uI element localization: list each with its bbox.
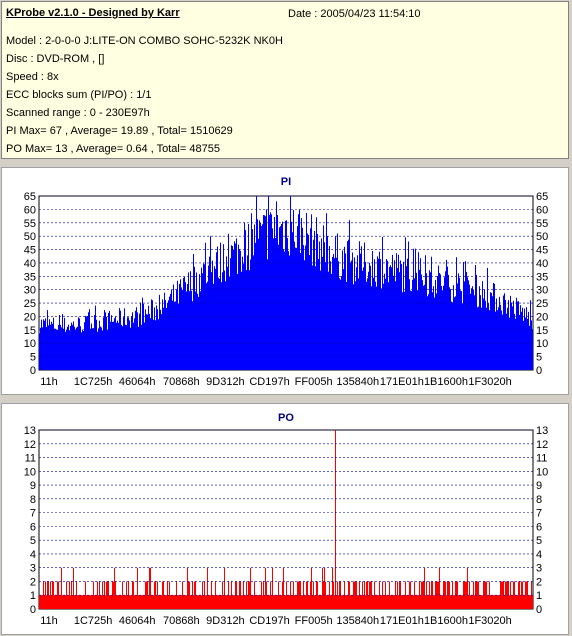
- y-tick-label-left: 3: [30, 563, 36, 575]
- y-tick-label-right: 10: [536, 466, 548, 478]
- x-tick-label: 135840h: [336, 376, 379, 388]
- y-tick-label-right: 4: [536, 549, 542, 561]
- y-tick-label-left: 11: [25, 453, 36, 465]
- disc-type: Disc : DVD-ROM , []: [6, 53, 105, 65]
- y-tick-label-right: 1: [536, 590, 542, 602]
- scanned-range: Scanned range : 0 - 230E97h: [6, 107, 150, 119]
- x-tick-label: FF005h: [295, 615, 333, 627]
- x-tick-label: 171E01h: [380, 376, 424, 388]
- y-tick-label-left: 13: [24, 425, 36, 437]
- y-tick-label-left: 50: [24, 231, 36, 243]
- plot-area: [38, 429, 534, 610]
- x-tick-label: 1B1600h: [424, 376, 468, 388]
- x-tick-label: FF005h: [295, 376, 333, 388]
- x-tick-label: CD197h: [249, 615, 289, 627]
- baseline-fill: [39, 595, 533, 609]
- y-tick-label-right: 8: [536, 494, 542, 506]
- pi-summary: PI Max= 67 , Average= 19.89 , Total= 151…: [6, 125, 233, 137]
- y-tick-label-right: 0: [536, 604, 542, 616]
- po-summary: PO Max= 13 , Average= 0.64 , Total= 4875…: [6, 143, 220, 155]
- y-tick-label-left: 5: [30, 535, 36, 547]
- y-tick-label-left: 0: [30, 365, 36, 377]
- y-tick-label-left: 10: [24, 466, 36, 478]
- y-tick-label-left: 2: [30, 576, 36, 588]
- y-tick-label-right: 25: [536, 298, 548, 310]
- y-tick-label-left: 7: [30, 508, 36, 520]
- y-tick-label-right: 35: [536, 271, 548, 283]
- y-tick-label-right: 30: [536, 285, 548, 297]
- y-tick-label-right: 11: [536, 453, 547, 465]
- y-tick-label-right: 15: [536, 325, 548, 337]
- drive-model: Model : 2-0-0-0 J:LITE-ON COMBO SOHC-523…: [6, 35, 283, 47]
- y-tick-label-left: 30: [24, 285, 36, 297]
- x-tick-label: 11h: [40, 615, 58, 627]
- y-tick-label-right: 5: [536, 352, 542, 364]
- y-tick-label-left: 25: [24, 298, 36, 310]
- y-tick-label-right: 13: [536, 425, 548, 437]
- po-chart-panel: PO 0 0 1 1 2 2 3 3 4 4 5 5 6 6 7 7 8 8 9 9 10 10 11 11 12 12 13 13 11…: [1, 403, 569, 635]
- info-panel: KProbe v2.1.0 - Designed by Karr Date : …: [1, 1, 569, 159]
- y-tick-label-right: 45: [536, 245, 548, 257]
- x-tick-label: 9D312h: [206, 615, 245, 627]
- y-tick-label-right: 6: [536, 521, 542, 533]
- y-tick-label-left: 0: [30, 604, 36, 616]
- y-tick-label-left: 10: [24, 338, 36, 350]
- x-tick-label: 135840h: [336, 615, 379, 627]
- y-tick-label-right: 40: [536, 258, 548, 270]
- x-tick-label: 1C725h: [74, 376, 113, 388]
- y-tick-label-right: 0: [536, 365, 542, 377]
- ecc-blocks: ECC blocks sum (PI/PO) : 1/1: [6, 89, 152, 101]
- x-tick-label: 1C725h: [74, 615, 113, 627]
- x-tick-label: 1F3020h: [468, 376, 511, 388]
- y-tick-label-right: 3: [536, 563, 542, 575]
- pi-chart-panel: PI 0 0 5 5 10 10 15 15 20 20 25 25 30 30 35 35 40 40 45 45 50…: [1, 167, 569, 395]
- chart-title: PO: [278, 412, 294, 424]
- scan-speed: Speed : 8x: [6, 71, 59, 83]
- y-tick-label-left: 55: [24, 218, 36, 230]
- y-tick-label-left: 8: [30, 494, 36, 506]
- chart-title: PI: [281, 176, 291, 188]
- y-tick-label-right: 5: [536, 535, 542, 547]
- scan-date: Date : 2005/04/23 11:54:10: [288, 8, 421, 20]
- y-tick-label-left: 15: [24, 325, 36, 337]
- app-title: KProbe v2.1.0 - Designed by Karr: [6, 7, 180, 19]
- y-tick-label-left: 20: [24, 311, 36, 323]
- y-tick-label-right: 20: [536, 311, 548, 323]
- y-tick-label-right: 10: [536, 338, 548, 350]
- x-tick-label: 46064h: [119, 376, 156, 388]
- y-tick-label-right: 12: [536, 439, 548, 451]
- x-tick-label: CD197h: [249, 376, 289, 388]
- y-tick-label-left: 35: [24, 271, 36, 283]
- y-tick-label-right: 60: [536, 204, 548, 216]
- y-tick-label-right: 50: [536, 231, 548, 243]
- x-tick-label: 1B1600h: [424, 615, 468, 627]
- x-tick-label: 171E01h: [380, 615, 424, 627]
- y-tick-label-left: 5: [30, 352, 36, 364]
- y-tick-label-left: 12: [24, 439, 36, 451]
- y-tick-label-left: 65: [24, 191, 36, 203]
- y-tick-label-right: 65: [536, 191, 548, 203]
- y-tick-label-right: 2: [536, 576, 542, 588]
- x-tick-label: 46064h: [119, 615, 156, 627]
- y-tick-label-right: 9: [536, 480, 542, 492]
- x-tick-label: 70868h: [163, 615, 200, 627]
- y-tick-label-left: 40: [24, 258, 36, 270]
- x-tick-label: 9D312h: [206, 376, 245, 388]
- y-tick-label-right: 7: [536, 508, 542, 520]
- x-tick-label: 70868h: [163, 376, 200, 388]
- y-tick-label-left: 60: [24, 204, 36, 216]
- y-tick-label-left: 4: [30, 549, 36, 561]
- y-tick-label-right: 55: [536, 218, 548, 230]
- y-tick-label-left: 1: [30, 590, 36, 602]
- y-tick-label-left: 45: [24, 245, 36, 257]
- x-tick-label: 1F3020h: [468, 615, 511, 627]
- y-tick-label-left: 9: [30, 480, 36, 492]
- x-tick-label: 11h: [40, 376, 58, 388]
- y-tick-label-left: 6: [30, 521, 36, 533]
